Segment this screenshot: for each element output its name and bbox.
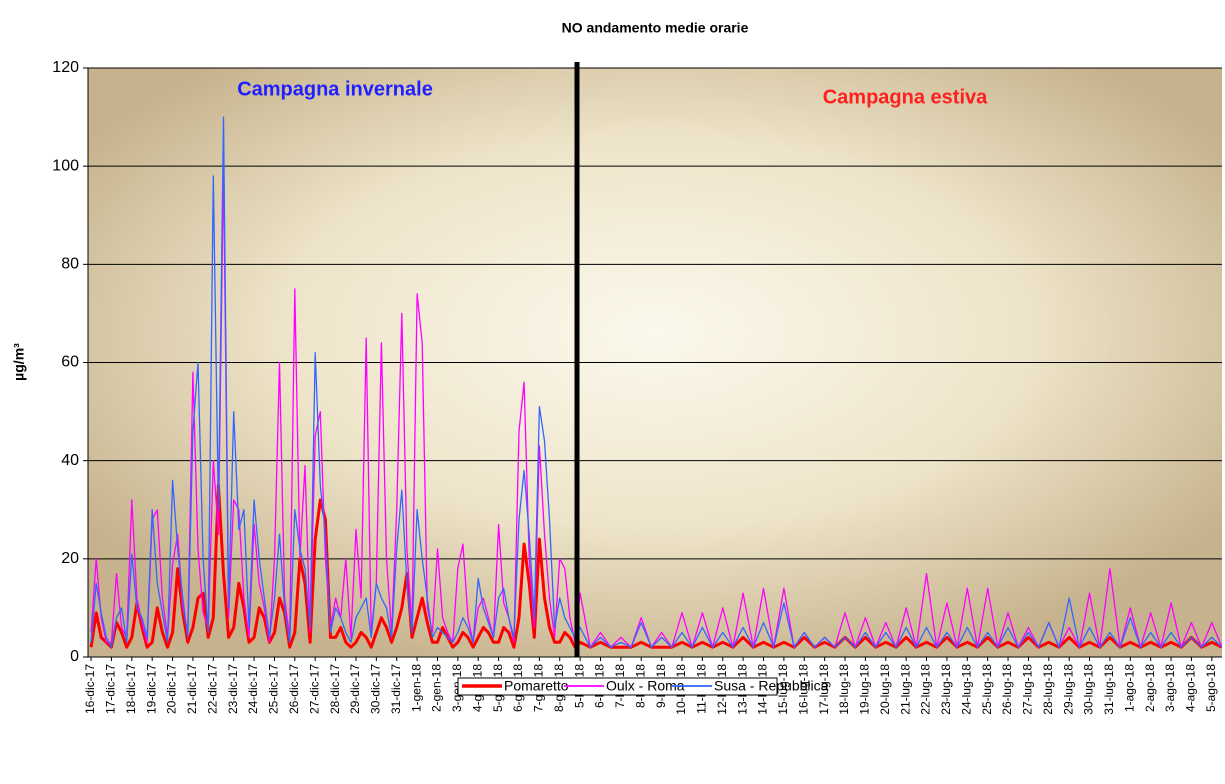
y-axis-label: µg/m³	[11, 343, 27, 381]
x-tick-label: 24-dic-17	[246, 664, 260, 714]
legend-label: Pomaretto	[504, 678, 569, 694]
x-tick-label: 18-dic-17	[124, 664, 138, 714]
x-tick-label: 22-dic-17	[205, 664, 219, 714]
x-tick-label: 27-lug-18	[1021, 664, 1035, 715]
x-tick-label: 20-dic-17	[165, 664, 179, 714]
x-tick-label: 28-lug-18	[1041, 664, 1055, 715]
x-tick-label: 21-dic-17	[185, 664, 199, 714]
x-tick-label: 3-ago-18	[1163, 664, 1177, 712]
x-tick-label: 24-lug-18	[959, 664, 973, 715]
x-tick-label: 4-ago-18	[1184, 664, 1198, 712]
y-tick-label: 100	[52, 157, 79, 174]
x-tick-label: 3-gen-18	[450, 664, 464, 712]
x-tick-label: 2-gen-18	[430, 664, 444, 712]
x-tick-label: 23-dic-17	[226, 664, 240, 714]
x-tick-label: 22-lug-18	[919, 664, 933, 715]
x-tick-label: 1-gen-18	[409, 664, 423, 712]
x-tick-label: 16-dic-17	[83, 664, 97, 714]
x-tick-label: 17-lug-18	[817, 664, 831, 715]
y-tick-label: 40	[61, 452, 79, 469]
chart-title: NO andamento medie orarie	[562, 20, 749, 36]
x-tick-label: 30-dic-17	[369, 664, 383, 714]
series-line	[89, 483, 1222, 649]
annotation: Campagna estiva	[823, 86, 988, 108]
x-tick-label: 19-dic-17	[144, 664, 158, 714]
x-tick-label: 30-lug-18	[1082, 664, 1096, 715]
y-tick-label: 0	[70, 648, 79, 665]
legend-label: Oulx - Roma	[606, 678, 685, 694]
y-tick-label: 60	[61, 354, 79, 371]
x-tick-label: 16-lug-18	[796, 664, 810, 715]
y-tick-label: 20	[61, 550, 79, 567]
x-tick-label: 2-ago-18	[1143, 664, 1157, 712]
y-tick-label: 120	[52, 59, 79, 76]
x-tick-label: 25-lug-18	[980, 664, 994, 715]
annotation: Campagna invernale	[237, 78, 433, 100]
x-tick-label: 17-dic-17	[104, 664, 118, 714]
x-tick-label: 5-ago-18	[1204, 664, 1218, 712]
x-tick-label: 29-lug-18	[1061, 664, 1075, 715]
x-tick-label: 21-lug-18	[898, 664, 912, 715]
legend-label: Susa - Repubblica	[714, 678, 829, 694]
x-tick-label: 18-lug-18	[837, 664, 851, 715]
x-tick-label: 26-lug-18	[1000, 664, 1014, 715]
series-line	[90, 116, 1222, 648]
legend	[457, 677, 778, 696]
x-tick-label: 19-lug-18	[858, 664, 872, 715]
x-tick-label: 26-dic-17	[287, 664, 301, 714]
x-tick-label: 15-lug-18	[776, 664, 790, 715]
x-tick-label: 27-dic-17	[307, 664, 321, 714]
x-tick-label: 31-lug-18	[1102, 664, 1116, 715]
x-tick-label: 31-dic-17	[389, 664, 403, 714]
x-tick-label: 20-lug-18	[878, 664, 892, 715]
x-tick-label: 1-ago-18	[1122, 664, 1136, 712]
x-tick-label: 23-lug-18	[939, 664, 953, 715]
x-tick-label: 28-dic-17	[328, 664, 342, 714]
x-tick-label: 29-dic-17	[348, 664, 362, 714]
y-tick-label: 80	[61, 256, 79, 273]
x-tick-label: 25-dic-17	[267, 664, 281, 714]
